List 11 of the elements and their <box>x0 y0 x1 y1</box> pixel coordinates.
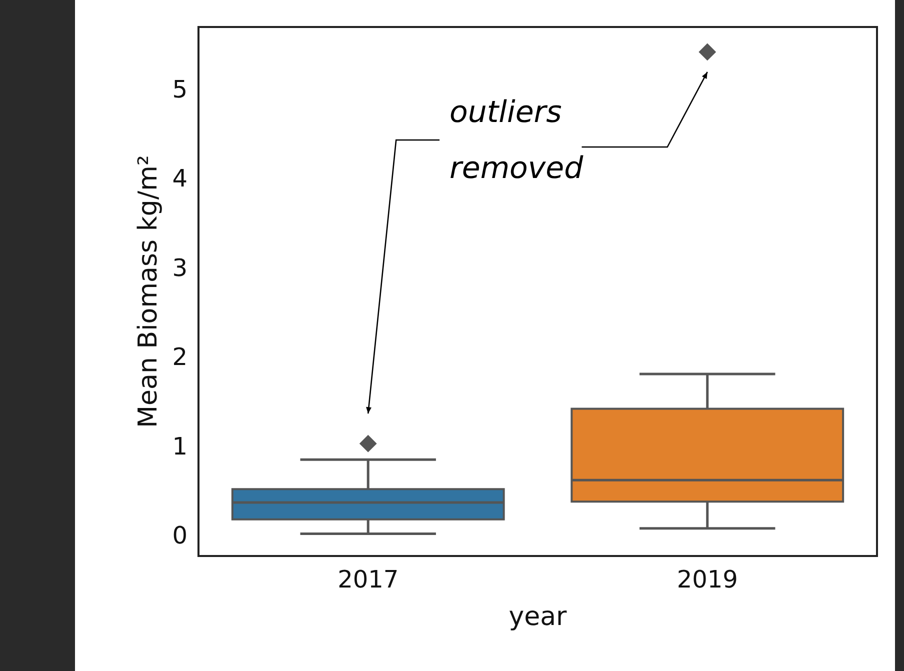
annotation: outliers removed <box>450 95 584 186</box>
y-axis-title: Mean Biomass kg/m² <box>133 155 164 428</box>
x-tick-label: 2019 <box>676 566 738 594</box>
x-axis-title: year <box>508 602 568 632</box>
y-tick-label: 4 <box>172 164 188 193</box>
y-tick-label: 1 <box>172 432 188 460</box>
y-tick-label: 3 <box>172 254 188 282</box>
x-tick-label: 2017 <box>338 566 399 594</box>
y-tick-label: 0 <box>172 522 188 550</box>
y-tick-label: 2 <box>172 343 188 372</box>
y-tick-label: 5 <box>172 75 188 104</box>
